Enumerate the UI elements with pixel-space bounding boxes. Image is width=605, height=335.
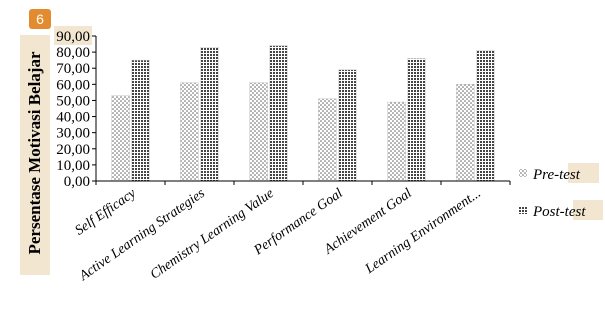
legend-item-post-test: Post-test (519, 200, 603, 220)
legend-label-pre-test: Pre-test (532, 167, 581, 183)
y-tick-label: 10,00 (56, 158, 90, 174)
y-tick-highlight (54, 26, 92, 45)
y-tick-label: 20,00 (56, 142, 90, 158)
y-tick-label: 0,00 (64, 174, 90, 190)
bar-pre-test (318, 98, 337, 182)
bar-pre-test (180, 82, 199, 182)
x-category-label: Self Efficacy (73, 186, 140, 239)
bar-post-test (269, 45, 288, 182)
bar-pre-test (387, 101, 406, 182)
page-number-badge: 6 (29, 9, 51, 29)
y-tick-label: 30,00 (56, 126, 90, 142)
y-axis-label-group: Persentase Motivasi Belajar (20, 35, 50, 275)
legend-item-pre-test: Pre-test (519, 163, 599, 183)
bar-post-test (476, 50, 495, 182)
legend-highlight-post-test (573, 200, 603, 220)
y-tick-label: 40,00 (56, 110, 90, 126)
legend-highlight-pre-test (568, 163, 599, 183)
y-axis-label: Persentase Motivasi Belajar (25, 51, 44, 254)
x-category-label: Chemistry Learning Value (148, 186, 277, 283)
x-category-label: Learning Environment... (362, 186, 484, 278)
legend-swatch-post-test (519, 206, 527, 214)
legend-swatch-pre-test (519, 169, 527, 177)
bar-pre-test (456, 84, 475, 182)
y-tick-label: 50,00 (56, 93, 90, 109)
bar-post-test (407, 58, 426, 182)
legend-label-post-test: Post-test (532, 204, 586, 220)
y-tick-label: 60,00 (56, 77, 90, 93)
bar-post-test (338, 69, 357, 182)
bars (111, 45, 495, 182)
bar-pre-test (111, 95, 130, 182)
y-tick-label: 70,00 (56, 61, 90, 77)
legend: Pre-test Post-test (519, 163, 603, 220)
x-axis (95, 180, 511, 185)
bar-pre-test (249, 82, 268, 182)
y-tick-label: 80,00 (56, 45, 90, 61)
bar-post-test (131, 59, 150, 182)
y-axis-ticks: 0,0010,0020,0030,0040,0050,0060,0070,008… (54, 26, 97, 190)
y-axis-label-highlight (20, 35, 50, 275)
y-tick-label: 90,00 (56, 29, 90, 45)
bar-post-test (200, 47, 219, 182)
x-category-label: Active Learning Strategies (76, 186, 208, 285)
